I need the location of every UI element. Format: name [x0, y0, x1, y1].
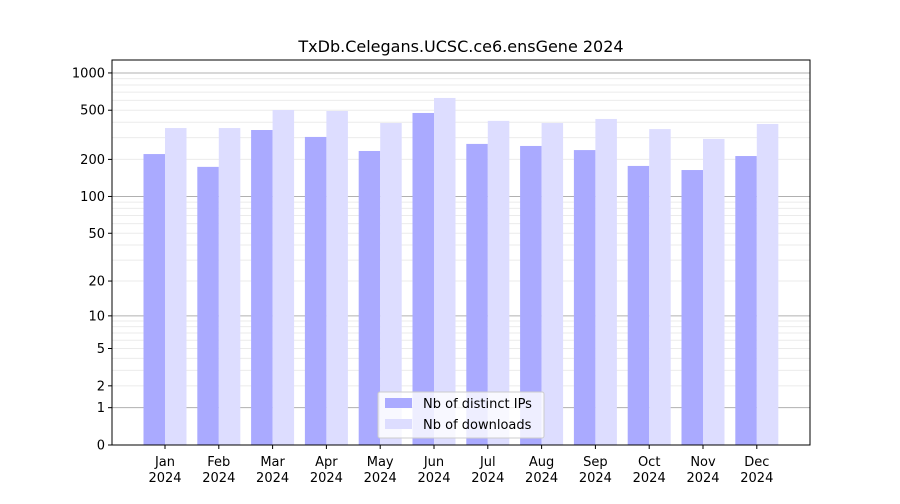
legend-swatch-downloads: [385, 419, 412, 429]
bar-downloads: [649, 129, 671, 446]
y-tick-label: 2: [97, 379, 105, 394]
x-tick-label: 2024: [525, 471, 558, 486]
bar-downloads: [487, 120, 510, 446]
bar-distinct-ips: [412, 112, 434, 445]
legend: Nb of distinct IPs Nb of downloads: [377, 391, 545, 439]
x-tick-label: 2024: [256, 471, 289, 486]
x-tick-label: 2024: [471, 471, 504, 486]
x-tick-label: Jun: [423, 455, 444, 470]
plot-frame: [111, 59, 811, 446]
x-tick-label: 2024: [579, 471, 612, 486]
x-tick-label: Oct: [638, 455, 660, 470]
x-tick-label: Jan: [154, 455, 175, 470]
x-tick-label: 2024: [633, 471, 666, 486]
bar-downloads: [218, 128, 241, 445]
bar-distinct-ips: [735, 156, 757, 445]
x-tick-label: Apr: [315, 455, 338, 470]
y-tick-label: 20: [88, 275, 105, 290]
bar-distinct-ips: [358, 150, 381, 445]
bar-distinct-ips: [197, 166, 219, 445]
bar-downloads: [434, 97, 456, 446]
x-tick-label: 2024: [310, 471, 343, 486]
chart-title: TxDb.Celegans.UCSC.ce6.ensGene 2024: [297, 37, 623, 56]
bar-distinct-ips: [143, 154, 165, 445]
bar-distinct-ips: [466, 143, 488, 445]
x-tick-label: Feb: [207, 455, 230, 470]
x-tick-label: 2024: [740, 471, 773, 486]
bar-downloads: [703, 138, 725, 445]
bar-distinct-ips: [573, 150, 596, 445]
y-tick-label: 50: [88, 227, 105, 242]
x-tick-label: May: [367, 455, 394, 470]
bar-downloads: [380, 123, 402, 445]
y-tick-label: 10: [88, 309, 105, 324]
y-tick-label: 5: [97, 342, 105, 357]
bar-downloads: [756, 123, 779, 445]
bar-downloads: [326, 110, 348, 446]
x-tick-label: Jul: [479, 455, 496, 470]
bar-distinct-ips: [627, 165, 650, 445]
y-tick-label: 1000: [72, 66, 105, 81]
y-tick-label: 100: [80, 190, 105, 205]
x-tick-label: Mar: [260, 455, 285, 470]
x-tick-label: Sep: [583, 455, 608, 470]
bar-distinct-ips: [681, 170, 703, 446]
x-tick-label: 2024: [364, 471, 397, 486]
legend-label-downloads: Nb of downloads: [423, 418, 532, 433]
x-tick-label: 2024: [202, 471, 235, 486]
bar-distinct-ips: [304, 136, 327, 445]
bar-downloads: [165, 128, 187, 445]
bar-downloads: [272, 110, 295, 446]
bar-downloads: [595, 118, 617, 445]
x-tick-label: Dec: [744, 455, 769, 470]
y-tick-label: 1: [97, 401, 105, 416]
x-tick-label: 2024: [686, 471, 719, 486]
x-tick-label: Nov: [690, 455, 716, 470]
y-tick-label: 0: [97, 439, 105, 454]
bar-downloads: [541, 123, 564, 445]
x-tick-label: 2024: [148, 471, 181, 486]
x-tick-label: Aug: [529, 455, 554, 470]
y-tick-label: 200: [80, 153, 105, 168]
y-tick-label: 500: [80, 104, 105, 119]
x-tick-label: 2024: [417, 471, 450, 486]
bar-distinct-ips: [520, 145, 542, 445]
legend-label-ips: Nb of distinct IPs: [423, 397, 532, 412]
bar-distinct-ips: [251, 129, 273, 445]
legend-swatch-ips: [385, 398, 412, 408]
